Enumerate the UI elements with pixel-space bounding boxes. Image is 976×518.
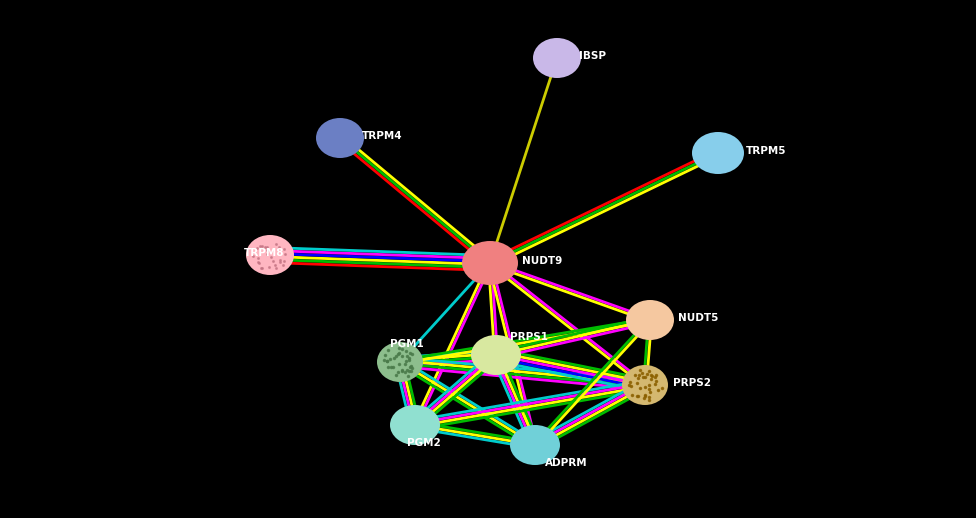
Ellipse shape xyxy=(622,365,668,405)
Text: PRPS1: PRPS1 xyxy=(510,332,548,342)
Text: PGM2: PGM2 xyxy=(407,438,441,448)
Ellipse shape xyxy=(377,342,423,382)
Ellipse shape xyxy=(246,235,294,275)
Ellipse shape xyxy=(471,335,521,375)
Text: ADPRM: ADPRM xyxy=(545,458,588,468)
Ellipse shape xyxy=(533,38,581,78)
Text: TRPM4: TRPM4 xyxy=(362,131,403,141)
Text: NUDT5: NUDT5 xyxy=(678,313,718,323)
Ellipse shape xyxy=(462,241,518,285)
Text: PRPS2: PRPS2 xyxy=(673,378,711,388)
Text: PGM1: PGM1 xyxy=(390,339,424,349)
Text: TRPM5: TRPM5 xyxy=(746,146,787,156)
Text: NUDT9: NUDT9 xyxy=(522,256,562,266)
Text: IBSP: IBSP xyxy=(579,51,606,61)
Ellipse shape xyxy=(692,132,744,174)
Text: TRPM8: TRPM8 xyxy=(244,248,284,258)
Ellipse shape xyxy=(390,405,440,445)
Ellipse shape xyxy=(626,300,674,340)
Ellipse shape xyxy=(316,118,364,158)
Ellipse shape xyxy=(510,425,560,465)
